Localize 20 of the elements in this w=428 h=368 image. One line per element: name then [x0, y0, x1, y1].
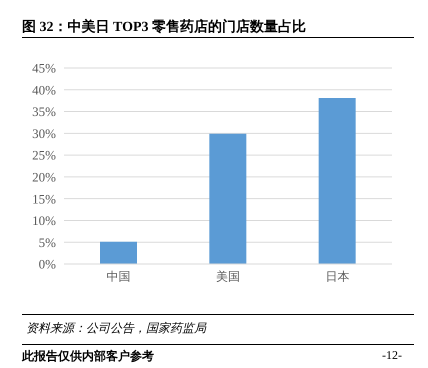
y-tick-label: 5%: [38, 234, 56, 250]
y-tick-label: 15%: [32, 191, 56, 206]
y-tick-label: 35%: [32, 104, 56, 120]
y-tick-label: 40%: [32, 82, 56, 98]
x-tick-label: 日本: [325, 270, 350, 284]
text: 此报告仅供内部客户参考: [22, 348, 154, 365]
text: 资料来源：公司公告，国家药监局: [26, 320, 206, 337]
y-tick-label: 45%: [32, 60, 56, 76]
y-tick-label: 0%: [38, 256, 56, 272]
bar: [318, 98, 356, 264]
bar: [100, 242, 137, 264]
y-tick-label: 20%: [32, 170, 56, 185]
chart-title: 图 32：中美日 TOP3 零售药店的门店数量占比: [22, 18, 306, 36]
y-tick-label: 30%: [32, 126, 56, 141]
bar: [209, 134, 246, 264]
x-tick-label: 中国: [106, 270, 131, 284]
x-tick-label: 美国: [216, 270, 240, 284]
y-tick-label: 25%: [32, 148, 56, 163]
text: -12-: [382, 348, 402, 363]
y-tick-label: 10%: [32, 213, 56, 228]
